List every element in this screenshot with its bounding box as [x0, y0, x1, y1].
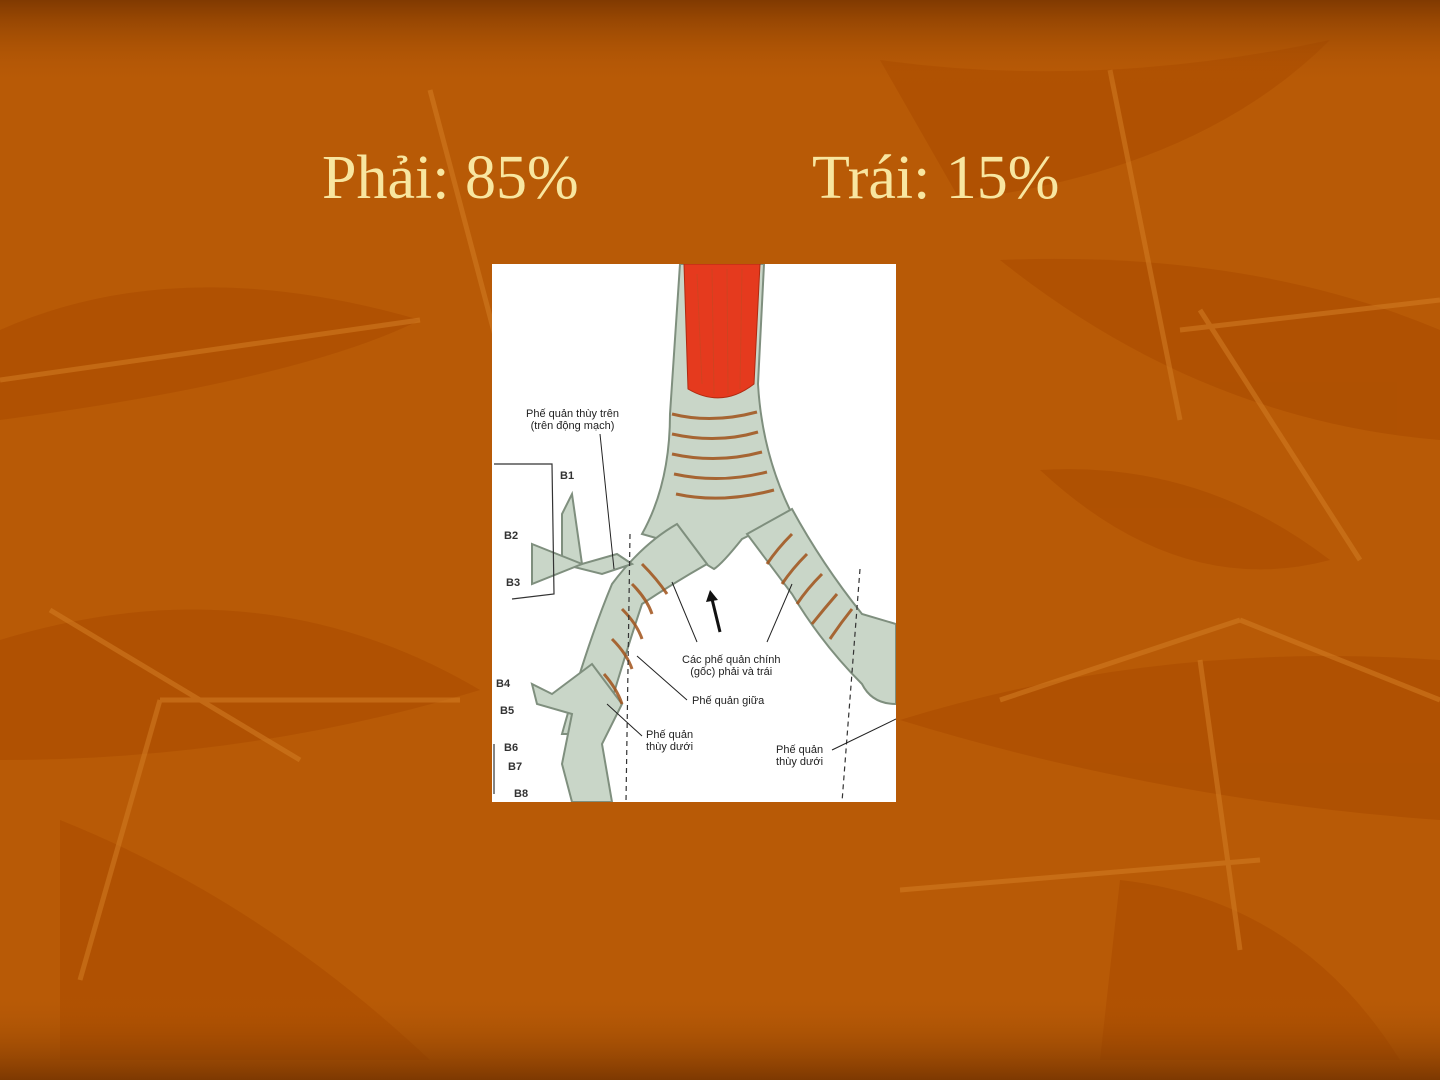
left-main-bronchus	[745, 507, 896, 706]
label-upper-lobe-bronchus: Phế quản thùy trên (trên động mạch)	[526, 408, 619, 432]
label-main-bronchi: Các phế quản chính (gốc) phải và trái	[682, 654, 781, 678]
slide-title-left: Trái: 15%	[812, 144, 1060, 212]
segment-b1: B1	[560, 470, 575, 482]
segment-b6: B6	[504, 742, 519, 754]
segment-b5: B5	[500, 705, 515, 717]
label-lower-lobe-right: Phế quản thùy dưới	[646, 729, 694, 753]
cartilage-rings	[602, 410, 854, 705]
segment-b8: B8	[514, 788, 529, 800]
label-middle-bronchus: Phế quản giữa	[692, 695, 765, 707]
pointer-arrow	[706, 590, 722, 633]
trachea-muscle	[683, 264, 761, 399]
upper-lobe-branch	[561, 490, 635, 576]
segment-b4: B4	[496, 678, 511, 690]
bronchial-tree-drawing	[493, 264, 896, 802]
slide-title-right: Phải: 85%	[322, 144, 579, 212]
segment-b7: B7	[508, 761, 523, 773]
lower-lobe-branches	[530, 662, 624, 802]
label-lower-lobe-left: Phế quản thùy dưới	[776, 744, 824, 768]
segment-b3: B3	[506, 577, 521, 589]
segment-b2: B2	[504, 530, 519, 542]
bronchial-tree-illustration: Phế quản thùy trên (trên động mạch) Các …	[492, 264, 896, 802]
